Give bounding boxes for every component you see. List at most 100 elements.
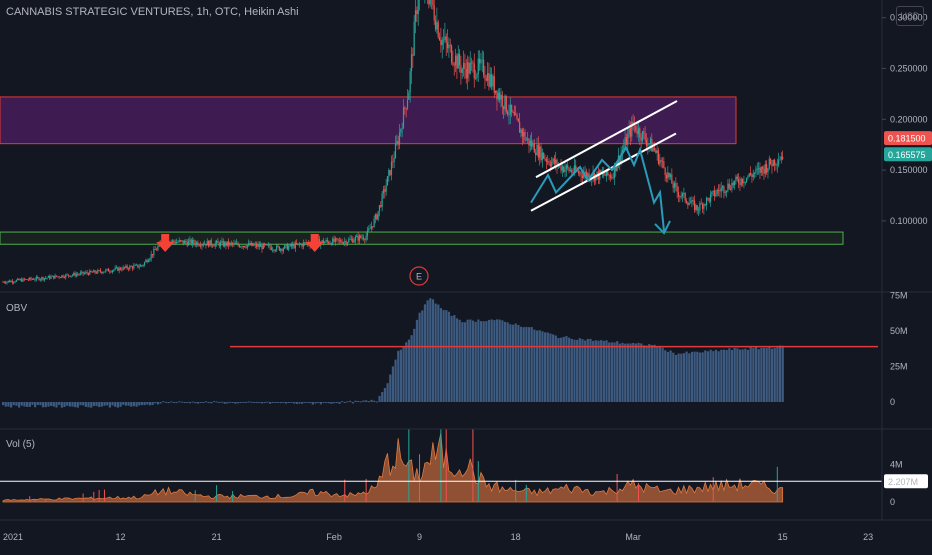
candle-body	[768, 158, 770, 169]
candle-body	[468, 62, 470, 74]
candle-body	[450, 45, 453, 63]
obv-bar	[525, 326, 528, 402]
candle-body	[242, 246, 244, 248]
obv-bar	[519, 326, 523, 402]
obv-bar	[127, 402, 130, 406]
obv-bar	[116, 402, 120, 408]
candle-body	[675, 183, 677, 187]
candle-body	[754, 172, 756, 174]
obv-bar	[407, 339, 411, 402]
candle-body	[189, 239, 191, 242]
obv-bar	[709, 349, 712, 402]
candle-body	[138, 266, 140, 268]
candle-body	[404, 107, 406, 109]
candle-body	[281, 248, 283, 252]
obv-bar	[637, 342, 640, 402]
candle-body	[127, 268, 130, 270]
candle-body	[135, 264, 138, 266]
candle-body	[179, 240, 182, 241]
candle-body	[572, 172, 574, 174]
obv-bar	[426, 300, 429, 402]
candle-body	[659, 160, 661, 164]
candle-body	[356, 235, 358, 238]
currency-button[interactable]: USD	[896, 6, 924, 26]
obv-bar	[154, 402, 157, 404]
obv-bar	[674, 354, 678, 402]
candle-body	[358, 235, 361, 241]
candle-body	[438, 37, 441, 41]
obv-bar	[255, 402, 258, 403]
candle-body	[260, 245, 262, 247]
obv-bar	[413, 328, 416, 402]
candle-body	[609, 175, 612, 178]
obv-bar	[509, 324, 512, 402]
obv-bar	[138, 402, 141, 406]
candle-body	[262, 243, 264, 249]
candle-body	[123, 266, 126, 268]
obv-pane[interactable]	[2, 298, 878, 408]
earnings-marker-icon[interactable]	[409, 266, 429, 286]
candle-body	[328, 241, 330, 244]
obv-bar	[418, 312, 421, 402]
obv-bar	[279, 402, 282, 404]
candle-body	[228, 241, 230, 246]
price-pane[interactable]: E	[0, 0, 844, 286]
candle-body	[565, 165, 567, 170]
obv-bar	[226, 402, 229, 404]
candle-body	[592, 172, 594, 179]
candle-body	[187, 241, 190, 246]
obv-bar	[285, 402, 288, 404]
candle-body	[525, 139, 527, 141]
candle-body	[386, 176, 389, 186]
candle-body	[388, 170, 390, 177]
candle-body	[458, 53, 461, 66]
candle-body	[573, 165, 575, 173]
candle-body	[380, 205, 382, 207]
candle-body	[477, 58, 479, 75]
obv-bar	[437, 304, 440, 402]
candle-body	[381, 193, 383, 207]
obv-bar	[632, 342, 635, 402]
candle-body	[361, 237, 363, 239]
candle-body	[35, 277, 37, 280]
candle-body	[699, 203, 701, 211]
obv-bar	[28, 402, 31, 407]
time-tick-label: 21	[212, 532, 222, 542]
price-tag	[884, 131, 932, 146]
candle-body	[304, 242, 306, 244]
obv-bar	[490, 319, 493, 402]
obv-bar	[781, 345, 784, 402]
obv-bar	[768, 347, 771, 402]
candle-body	[256, 244, 258, 247]
obv-bar	[39, 402, 42, 406]
obv-label: OBV	[6, 303, 28, 314]
candle-body	[532, 143, 534, 147]
candle-body	[229, 242, 231, 246]
obv-bar	[34, 402, 37, 408]
obv-bar	[738, 349, 742, 402]
candle-body	[233, 243, 235, 245]
candle-body	[154, 249, 156, 250]
candle-body	[764, 164, 766, 174]
candle-body	[652, 147, 654, 152]
candle-body	[107, 268, 110, 272]
obv-bar	[682, 353, 686, 402]
candle-body	[292, 244, 294, 247]
volume-pane[interactable]	[0, 428, 882, 503]
obv-bar	[757, 349, 760, 402]
obv-bar	[560, 337, 563, 402]
candle-body	[527, 138, 529, 140]
candle-body	[121, 269, 123, 271]
candle-body	[581, 175, 583, 178]
obv-bar	[220, 401, 224, 403]
candle-body	[729, 188, 732, 190]
obv-bar	[84, 402, 87, 407]
candle-body	[58, 276, 60, 278]
candle-body	[322, 240, 324, 244]
obv-bar	[429, 298, 432, 402]
obv-bar	[333, 402, 336, 404]
obv-bar	[447, 311, 451, 402]
obv-bar	[178, 401, 181, 403]
